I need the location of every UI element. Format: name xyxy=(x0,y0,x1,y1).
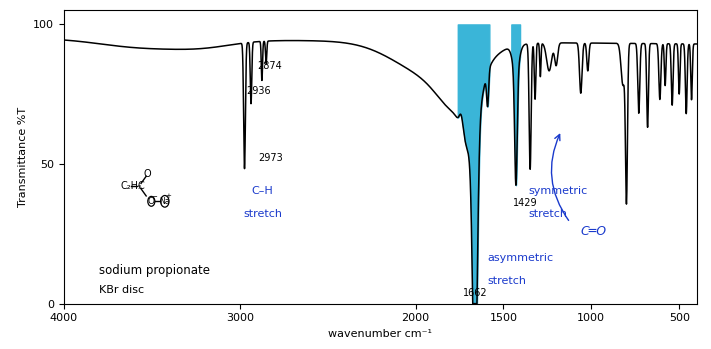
Text: −: − xyxy=(151,194,157,200)
Text: 2973: 2973 xyxy=(259,154,283,163)
Text: C: C xyxy=(138,181,144,191)
Text: 2936: 2936 xyxy=(247,87,271,96)
Text: sodium propionate: sodium propionate xyxy=(99,263,210,277)
Text: O: O xyxy=(148,197,155,206)
Text: 1429: 1429 xyxy=(513,198,538,208)
Text: KBr disc: KBr disc xyxy=(99,285,144,295)
Text: O: O xyxy=(143,170,151,179)
Text: C₂H₅: C₂H₅ xyxy=(120,181,142,191)
Text: 1662: 1662 xyxy=(463,288,487,298)
Text: 2874: 2874 xyxy=(257,61,282,71)
Text: C═O: C═O xyxy=(581,224,607,238)
Text: symmetric: symmetric xyxy=(528,186,587,196)
Text: C–H: C–H xyxy=(252,186,274,196)
Text: +: + xyxy=(165,193,171,199)
Text: stretch: stretch xyxy=(488,276,527,286)
Text: Na: Na xyxy=(159,197,170,206)
Text: stretch: stretch xyxy=(528,209,567,219)
Y-axis label: Transmittance %T: Transmittance %T xyxy=(18,107,28,207)
Text: stretch: stretch xyxy=(243,209,282,219)
X-axis label: wavenumber cm⁻¹: wavenumber cm⁻¹ xyxy=(328,329,432,339)
Text: asymmetric: asymmetric xyxy=(488,253,554,263)
